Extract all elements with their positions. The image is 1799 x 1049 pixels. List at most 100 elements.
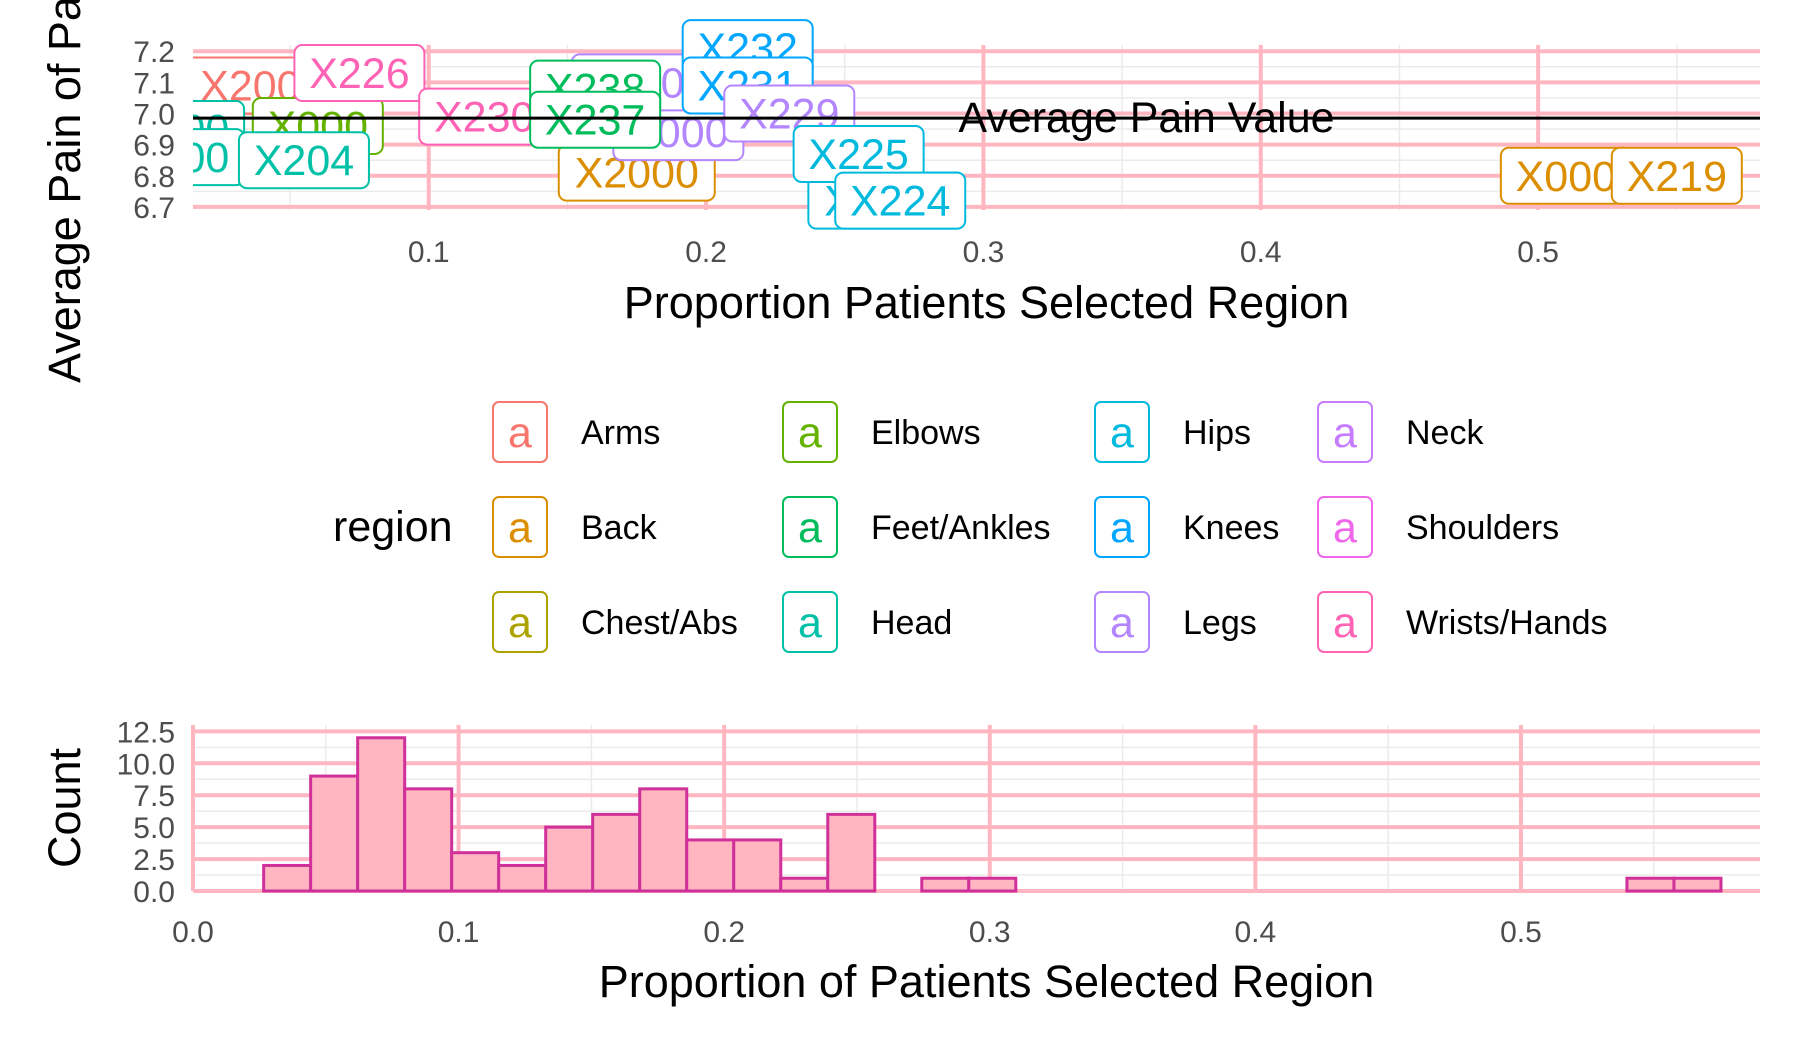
legend-key (782, 496, 838, 558)
legend-key (782, 591, 838, 653)
x-tick-label: 0.2 (685, 236, 727, 269)
legend-key-glyph: a (1110, 599, 1134, 647)
y-tick-label: 7.1 (133, 67, 175, 100)
legend-item: a Shoulders (1317, 496, 1559, 558)
point-label: X204 (237, 131, 370, 190)
legend-label: Wrists/Hands (1406, 604, 1608, 642)
y-tick-label: 2.5 (133, 844, 175, 877)
legend-item: a Neck (1317, 401, 1484, 463)
histogram-panel: 0.02.55.07.510.012.50.0 0.1 0.2 0.3 0.4 0.5Pr… (39, 716, 1760, 1007)
y-axis-title: Average Pain of Pa (39, 0, 90, 383)
legend-item: a Knees (1094, 496, 1279, 558)
label-text: X237 (545, 97, 645, 145)
label-box (1610, 146, 1743, 205)
x-tick-label: 0.3 (963, 236, 1005, 269)
x-tick-label: 0.1 (408, 236, 450, 269)
y-tick-label: 5.0 (133, 812, 175, 845)
legend-key (1094, 401, 1150, 463)
legend-key-glyph: a (1333, 599, 1357, 647)
legend-item: a Elbows (782, 401, 981, 463)
legend-label: Head (871, 604, 952, 642)
legend-key (1317, 496, 1373, 558)
legend-item: a Wrists/Hands (1317, 591, 1608, 653)
point-label: X219 (1610, 146, 1743, 205)
legend-key-glyph: a (508, 409, 532, 457)
label-text: X224 (850, 178, 950, 226)
point-label-partial: X000 (193, 128, 246, 187)
histogram-bar (450, 851, 501, 893)
legend-key (492, 496, 548, 558)
histogram-bar (779, 876, 830, 893)
scatter-panel: X2000X000X000X000X2000X2000X000X0004000X… (39, 0, 1760, 383)
legend-label: Shoulders (1406, 509, 1559, 547)
x-tick-label: 0.5 (1517, 236, 1559, 269)
point-label: X225 (792, 124, 925, 183)
legend-key (1317, 401, 1373, 463)
histogram-bar (967, 876, 1018, 893)
histogram-bar (544, 825, 595, 893)
histogram-bar (685, 838, 736, 893)
legend-label: Arms (581, 414, 660, 452)
histogram-bar (309, 774, 360, 893)
legend-label: Legs (1183, 604, 1257, 642)
histogram-bar (920, 876, 971, 893)
x-tick-label: 0.4 (1235, 916, 1277, 949)
label-box (529, 90, 662, 149)
histogram-bar (732, 838, 783, 893)
legend-key (1317, 591, 1373, 653)
point-label: X237 (529, 90, 662, 149)
point-label-partial: X000 (1499, 146, 1632, 205)
legend-label: Elbows (871, 414, 981, 452)
point-label: X224 (834, 171, 967, 230)
legend-key-glyph: a (1333, 504, 1357, 552)
legend-item: a Feet/Ankles (782, 496, 1051, 558)
legend-key-glyph: a (798, 599, 822, 647)
legend-item: a Chest/Abs (492, 591, 738, 653)
legend-key-glyph: a (1110, 409, 1134, 457)
y-tick-label: 6.8 (133, 161, 175, 194)
y-axis-title: Count (39, 747, 90, 868)
label-box (237, 131, 370, 190)
histogram-bar (356, 736, 407, 893)
legend-label: Knees (1183, 509, 1279, 547)
label-box (834, 171, 967, 230)
y-tick-label: 10.0 (117, 748, 175, 781)
label-box (293, 44, 426, 103)
legend-key-glyph: a (1333, 409, 1357, 457)
point-label: X230 (418, 87, 551, 146)
legend-item: a Arms (492, 401, 660, 463)
average-pain-annotation: Average Pain Value (958, 94, 1334, 142)
legend-key-glyph: a (798, 409, 822, 457)
y-tick-label: 7.5 (133, 780, 175, 813)
legend-label: Feet/Ankles (871, 509, 1051, 547)
legend-label: Neck (1406, 414, 1484, 452)
histogram-bar (1672, 876, 1723, 893)
histogram-bar (262, 863, 313, 893)
label-text: X225 (808, 131, 908, 179)
y-tick-label: 0.0 (133, 876, 175, 909)
legend-label: Chest/Abs (581, 604, 738, 642)
legend-key-glyph: a (1110, 504, 1134, 552)
legend-key (782, 401, 838, 463)
y-tick-label: 6.9 (133, 130, 175, 163)
label-text: X226 (309, 50, 409, 98)
y-tick-label: 6.7 (133, 192, 175, 225)
legend-label: Hips (1183, 414, 1251, 452)
x-axis-title: Proportion of Patients Selected Region (599, 956, 1374, 1007)
x-tick-label: 0.1 (438, 916, 480, 949)
x-tick-label: 0.2 (703, 916, 745, 949)
x-axis-title: Proportion Patients Selected Region (624, 277, 1349, 328)
y-tick-label: 7.0 (133, 98, 175, 131)
legend-item: a Back (492, 496, 658, 558)
legend-key (1094, 591, 1150, 653)
legend-title: region (333, 503, 453, 551)
label-text: X204 (254, 137, 354, 185)
legend-label: Back (581, 509, 658, 547)
histogram-bar (591, 812, 642, 893)
legend: region a Arms a Back a Chest/Abs a Elbows a Feet/A… (333, 401, 1608, 653)
y-tick-label: 7.2 (133, 36, 175, 69)
legend-item: a Head (782, 591, 952, 653)
point-labels: X2000X000X000X000X2000X2000X000X0004000X… (193, 19, 1743, 230)
label-text: X000 (1516, 153, 1616, 201)
